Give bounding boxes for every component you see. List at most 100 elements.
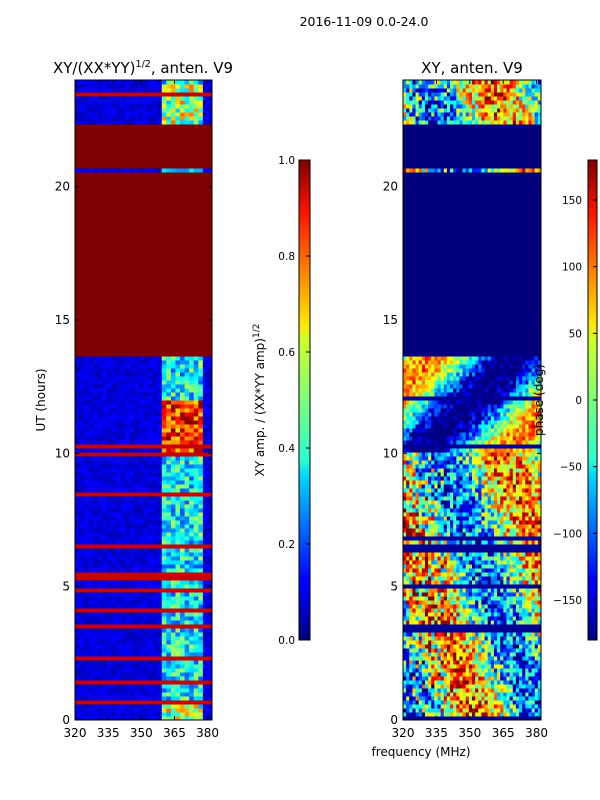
- phase-cell: [515, 620, 520, 625]
- amplitude-cell: [152, 628, 158, 633]
- phase-cell: [509, 644, 514, 649]
- phase-cell: [472, 700, 476, 705]
- phase-cell: [446, 588, 451, 593]
- phase-cell: [468, 580, 473, 585]
- amplitude-cell: [198, 712, 204, 717]
- amplitude-cell: [189, 480, 195, 485]
- phase-cell: [509, 580, 514, 585]
- amplitude-cell: [138, 480, 144, 485]
- amplitude-cell: [170, 636, 176, 641]
- amplitude-cell: [84, 468, 90, 473]
- amplitude-cell: [129, 500, 135, 505]
- amplitude-cell: [161, 636, 167, 641]
- amplitude-cell: [111, 536, 117, 541]
- amplitude-cell: [152, 512, 158, 517]
- amplitude-cell: [125, 596, 131, 601]
- amplitude-cell: [120, 516, 126, 521]
- amplitude-cell: [143, 544, 149, 549]
- amplitude-cell: [189, 424, 195, 429]
- amplitude-cell: [148, 388, 154, 393]
- amplitude-row: [75, 328, 212, 333]
- amplitude-cell: [207, 384, 212, 389]
- amplitude-cell: [202, 700, 208, 705]
- amplitude-cell: [93, 96, 99, 101]
- amplitude-cell: [138, 624, 144, 629]
- amplitude-cell: [138, 484, 144, 489]
- phase-cell: [424, 652, 429, 657]
- phase-cell: [459, 664, 464, 669]
- amplitude-cell: [148, 120, 154, 125]
- phase-cell: [418, 604, 423, 609]
- amplitude-cell: [157, 616, 163, 621]
- amplitude-cell: [134, 684, 140, 689]
- amplitude-cell: [138, 660, 144, 665]
- amplitude-cell: [75, 304, 212, 309]
- amplitude-cell: [120, 120, 126, 125]
- amplitude-cell: [193, 168, 199, 173]
- phase-cell: [493, 712, 498, 717]
- amplitude-cell: [143, 528, 149, 533]
- amplitude-cell: [125, 704, 131, 709]
- amplitude-cbar-tick-label: 0.8: [278, 251, 295, 263]
- phase-cell: [478, 644, 482, 649]
- phase-cell: [440, 616, 445, 621]
- amplitude-cell: [102, 552, 108, 557]
- amplitude-cell: [93, 580, 99, 585]
- amplitude-cell: [138, 684, 144, 689]
- phase-cell: [462, 640, 467, 645]
- amplitude-cell: [93, 464, 99, 469]
- phase-cell: [403, 660, 407, 665]
- amplitude-cell: [84, 668, 90, 673]
- amplitude-cell: [193, 636, 199, 641]
- phase-cell: [428, 576, 432, 581]
- phase-cell: [421, 600, 426, 605]
- phase-cell: [415, 576, 420, 581]
- amplitude-cell: [189, 616, 195, 621]
- amplitude-cell: [88, 100, 94, 105]
- amplitude-cell: [148, 544, 154, 549]
- amplitude-row: [75, 668, 212, 673]
- amplitude-cell: [184, 420, 190, 425]
- amplitude-cell: [120, 596, 126, 601]
- amplitude-cell: [170, 612, 176, 617]
- phase-cell: [450, 604, 454, 609]
- amplitude-cell: [189, 516, 195, 521]
- amplitude-cell: [120, 448, 126, 453]
- amplitude-cell: [148, 680, 154, 685]
- phase-cell: [412, 648, 417, 653]
- amplitude-cell: [75, 84, 81, 89]
- amplitude-cell: [125, 672, 131, 677]
- phase-cell: [437, 676, 442, 681]
- amplitude-cell: [148, 524, 154, 529]
- amplitude-cell: [184, 612, 190, 617]
- phase-cell: [462, 592, 467, 597]
- amplitude-cell: [75, 616, 81, 621]
- amplitude-cell: [134, 96, 140, 101]
- phase-cell: [462, 608, 467, 613]
- phase-cell: [487, 688, 492, 693]
- amplitude-cell: [170, 640, 176, 645]
- amplitude-cell: [170, 428, 176, 433]
- amplitude-cell: [170, 468, 176, 473]
- phase-cell: [475, 624, 479, 629]
- amplitude-cell: [125, 688, 131, 693]
- amplitude-cell: [207, 368, 212, 373]
- amplitude-row: [75, 688, 212, 693]
- amplitude-cell: [207, 116, 212, 121]
- amplitude-cell: [175, 440, 181, 445]
- amplitude-cell: [152, 84, 158, 89]
- phase-cell: [525, 672, 529, 677]
- amplitude-cell: [129, 516, 135, 521]
- amplitude-cell: [207, 620, 212, 625]
- amplitude-cell: [116, 524, 122, 529]
- amplitude-cell: [207, 392, 212, 397]
- amplitude-cell: [138, 492, 144, 497]
- amplitude-cell: [166, 676, 172, 681]
- phase-cell: [497, 640, 501, 645]
- amplitude-cell: [180, 112, 186, 117]
- amplitude-cell: [138, 504, 144, 509]
- amplitude-cell: [79, 476, 85, 481]
- phase-cell: [415, 712, 420, 717]
- amplitude-cell: [152, 376, 158, 381]
- phase-cell: [515, 580, 520, 585]
